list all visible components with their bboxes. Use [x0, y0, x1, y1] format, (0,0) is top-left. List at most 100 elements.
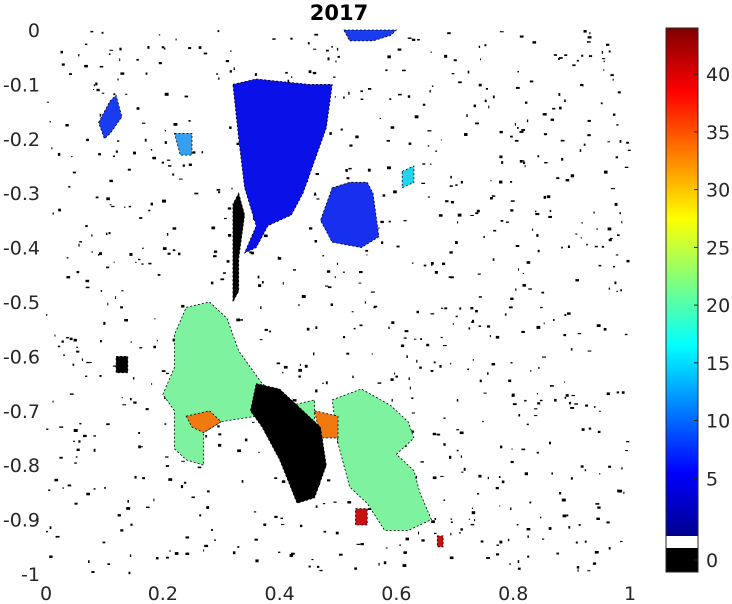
- speckle-mark: [421, 539, 425, 542]
- speckle-mark: [308, 565, 311, 568]
- speckle-mark: [79, 422, 82, 425]
- speckle-mark: [322, 503, 326, 505]
- speckle-mark: [422, 163, 426, 165]
- speckle-mark: [430, 313, 435, 315]
- speckle-mark: [83, 434, 87, 438]
- speckle-mark: [192, 151, 196, 154]
- speckle-mark: [172, 227, 177, 230]
- speckle-mark: [96, 88, 100, 92]
- speckle-mark: [565, 394, 569, 397]
- speckle-mark: [393, 190, 397, 194]
- speckle-mark: [289, 554, 294, 557]
- speckle-mark: [323, 530, 327, 533]
- speckle-mark: [164, 130, 166, 132]
- x-tick-label: 0.6: [381, 583, 411, 604]
- speckle-mark: [616, 290, 618, 292]
- speckle-mark: [607, 141, 611, 143]
- speckle-mark: [282, 371, 284, 374]
- speckle-mark: [240, 319, 243, 321]
- speckle-mark: [595, 503, 600, 505]
- speckle-mark: [93, 448, 96, 452]
- speckle-mark: [492, 95, 495, 99]
- speckle-mark: [597, 430, 601, 433]
- speckle-mark: [184, 95, 189, 98]
- colorbar-tick-label: 5: [706, 468, 718, 490]
- speckle-mark: [580, 465, 584, 468]
- speckle-mark: [407, 95, 411, 98]
- speckle-mark: [218, 433, 222, 436]
- speckle-mark: [236, 142, 240, 145]
- speckle-mark: [467, 70, 470, 74]
- speckle-mark: [60, 50, 63, 54]
- speckle-mark: [364, 301, 367, 304]
- speckle-mark: [52, 400, 54, 403]
- speckle-mark: [550, 118, 555, 121]
- speckle-mark: [483, 392, 487, 394]
- speckle-mark: [617, 489, 619, 493]
- speckle-mark: [613, 266, 616, 268]
- speckle-mark: [129, 554, 132, 557]
- speckle-mark: [93, 488, 96, 490]
- speckle-mark: [484, 99, 487, 103]
- speckle-mark: [115, 150, 118, 153]
- speckle-mark: [113, 261, 115, 263]
- speckle-mark: [544, 162, 548, 164]
- speckle-mark: [254, 538, 258, 541]
- speckle-mark: [577, 569, 579, 572]
- speckle-mark: [430, 163, 432, 165]
- speckle-mark: [63, 354, 65, 356]
- speckle-mark: [172, 173, 175, 176]
- speckle-mark: [95, 196, 99, 199]
- speckle-mark: [165, 465, 170, 467]
- speckle-mark: [322, 382, 325, 384]
- speckle-mark: [58, 208, 61, 212]
- speckle-mark: [533, 415, 538, 417]
- speckle-mark: [191, 496, 195, 499]
- speckle-mark: [88, 560, 90, 563]
- speckle-mark: [347, 501, 352, 504]
- speckle-mark: [314, 240, 318, 243]
- speckle-mark: [564, 381, 566, 383]
- speckle-mark: [351, 311, 354, 313]
- speckle-mark: [524, 399, 527, 402]
- speckle-mark: [154, 318, 156, 320]
- speckle-mark: [506, 221, 509, 223]
- speckle-mark: [532, 228, 534, 231]
- speckle-mark: [66, 257, 69, 259]
- speckle-mark: [203, 549, 205, 552]
- speckle-mark: [313, 194, 317, 196]
- speckle-mark: [443, 417, 446, 419]
- speckle-mark: [575, 233, 578, 235]
- speckle-mark: [299, 363, 301, 366]
- speckle-mark: [85, 286, 90, 289]
- speckle-mark: [148, 209, 151, 212]
- speckle-mark: [203, 52, 208, 55]
- speckle-mark: [389, 98, 392, 100]
- speckle-mark: [490, 197, 493, 200]
- speckle-mark: [319, 569, 323, 572]
- speckle-mark: [121, 290, 124, 292]
- speckle-mark: [114, 365, 116, 367]
- speckle-mark: [440, 139, 442, 141]
- speckle-mark: [561, 246, 563, 249]
- speckle-mark: [480, 540, 484, 543]
- speckle-mark: [55, 535, 60, 538]
- speckle-mark: [263, 234, 268, 238]
- speckle-mark: [309, 227, 313, 230]
- speckle-mark: [559, 492, 562, 495]
- speckle-mark: [608, 465, 612, 468]
- speckle-mark: [610, 188, 615, 190]
- speckle-mark: [536, 451, 539, 454]
- speckle-mark: [536, 393, 538, 395]
- speckle-mark: [515, 288, 517, 291]
- speckle-mark: [554, 398, 557, 402]
- speckle-mark: [450, 521, 453, 523]
- speckle-mark: [403, 337, 407, 339]
- speckle-mark: [95, 82, 98, 86]
- speckle-mark: [387, 55, 391, 59]
- speckle-mark: [327, 286, 332, 289]
- speckle-mark: [449, 251, 453, 254]
- speckle-mark: [587, 350, 592, 352]
- speckle-mark: [211, 529, 213, 531]
- speckle-mark: [348, 91, 350, 95]
